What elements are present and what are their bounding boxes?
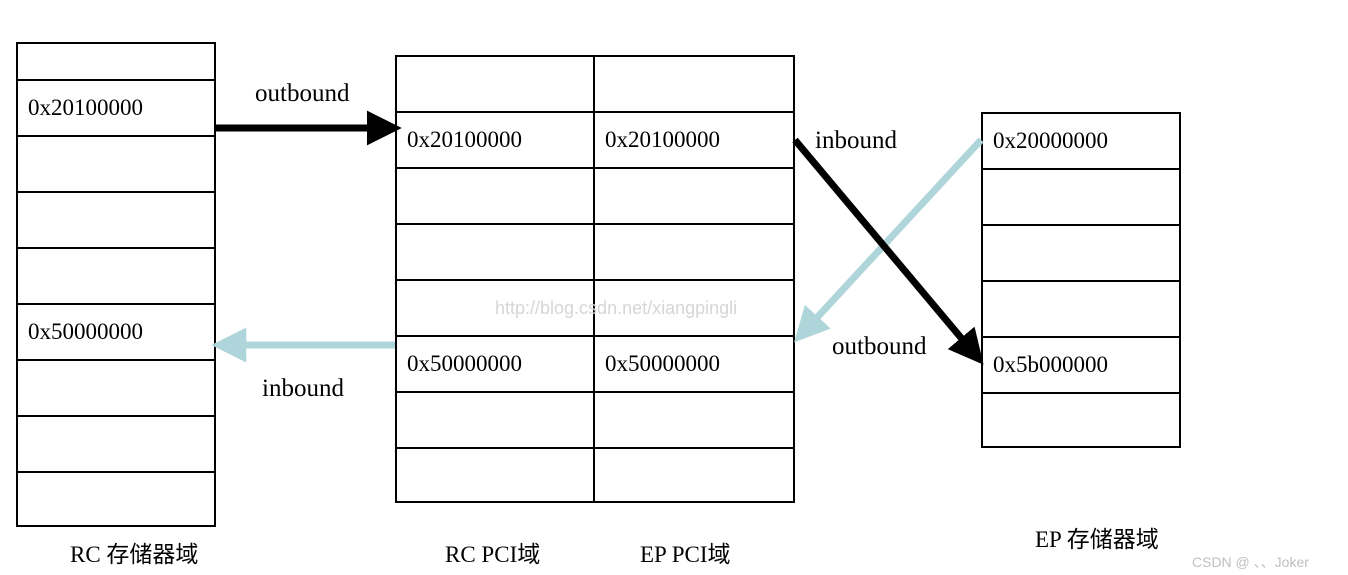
ep-store-cell-3 xyxy=(981,280,1181,336)
col-rc-store: 0x20100000 0x50000000 xyxy=(16,42,216,527)
label-ep-store: EP 存储器域 xyxy=(1035,520,1159,554)
arrow-outbound-ep xyxy=(795,140,978,358)
rc-pci-cell-5: 0x50000000 xyxy=(395,335,595,391)
rc-store-cell-4 xyxy=(16,247,216,303)
ep-pci-cell-6 xyxy=(595,391,795,447)
arrow-inbound-ep xyxy=(800,140,981,336)
rc-store-cell-2 xyxy=(16,135,216,191)
watermark-text: http://blog.csdn.net/xiangpingli xyxy=(495,298,737,319)
rc-store-cell-7 xyxy=(16,415,216,471)
label-rc-pci: RC PCI域 xyxy=(445,535,540,569)
annot-outbound-ep: outbound xyxy=(832,333,926,361)
label-rc-store: RC 存储器域 xyxy=(70,535,198,569)
rc-store-cell-1: 0x20100000 xyxy=(16,79,216,135)
ep-store-cell-5 xyxy=(981,392,1181,448)
annot-inbound-ep: inbound xyxy=(815,127,897,155)
rc-pci-cell-6 xyxy=(395,391,595,447)
ep-pci-cell-2 xyxy=(595,167,795,223)
ep-pci-cell-7 xyxy=(595,447,795,503)
ep-pci-cell-0 xyxy=(595,55,795,111)
label-ep-pci: EP PCI域 xyxy=(640,535,731,569)
rc-store-cell-0 xyxy=(16,42,216,79)
ep-pci-cell-5: 0x50000000 xyxy=(595,335,795,391)
credit-text: CSDN @ 、、Joker xyxy=(1192,552,1309,572)
ep-store-cell-4: 0x5b000000 xyxy=(981,336,1181,392)
ep-pci-cell-1: 0x20100000 xyxy=(595,111,795,167)
rc-store-cell-5: 0x50000000 xyxy=(16,303,216,359)
ep-store-cell-0: 0x20000000 xyxy=(981,112,1181,168)
rc-pci-cell-0 xyxy=(395,55,595,111)
rc-pci-cell-7 xyxy=(395,447,595,503)
col-rc-pci: 0x20100000 0x50000000 xyxy=(395,55,595,503)
col-ep-store: 0x20000000 0x5b000000 xyxy=(981,112,1181,448)
annot-outbound-rc: outbound xyxy=(255,80,349,108)
ep-pci-cell-3 xyxy=(595,223,795,279)
rc-pci-cell-1: 0x20100000 xyxy=(395,111,595,167)
rc-pci-cell-2 xyxy=(395,167,595,223)
ep-store-cell-1 xyxy=(981,168,1181,224)
rc-store-cell-8 xyxy=(16,471,216,527)
rc-store-cell-3 xyxy=(16,191,216,247)
rc-store-cell-6 xyxy=(16,359,216,415)
col-ep-pci: 0x20100000 0x50000000 xyxy=(595,55,795,503)
ep-store-cell-2 xyxy=(981,224,1181,280)
rc-pci-cell-3 xyxy=(395,223,595,279)
annot-inbound-rc: inbound xyxy=(262,375,344,403)
